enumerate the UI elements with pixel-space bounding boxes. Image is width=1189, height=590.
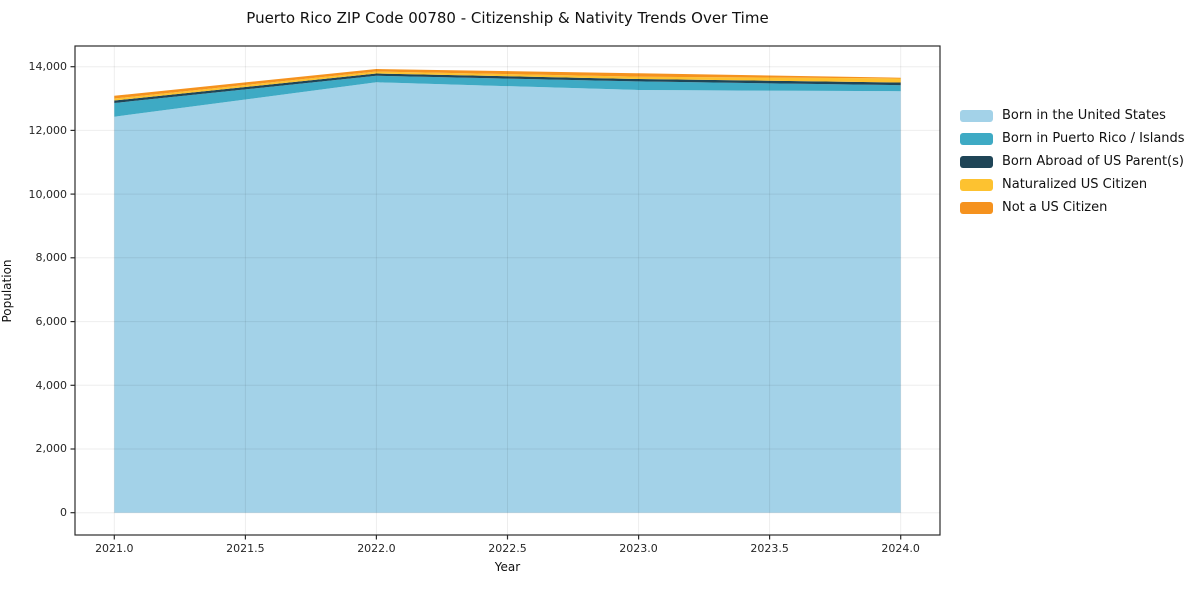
legend-item: Not a US Citizen [960,196,1185,219]
area-series-4 [114,69,901,99]
y-tick-label: 6,000 [35,315,68,329]
legend-label: Naturalized US Citizen [1002,177,1148,192]
x-tick-label: 2022.0 [357,542,396,555]
x-tick-label: 2024.0 [881,542,920,555]
area-series-1 [114,75,901,117]
legend-item: Born Abroad of US Parent(s) [960,150,1185,173]
chart-legend: Born in the United States Born in Puerto … [960,104,1185,219]
y-tick-label: 12,000 [28,123,68,137]
legend-swatch-icon [960,178,993,191]
legend-label: Born in the United States [1002,108,1166,123]
area-series-0 [114,82,901,513]
legend-swatch-icon [960,155,993,168]
y-tick-label: 0 [60,506,67,520]
y-tick-label: 4,000 [35,378,68,392]
y-tick-label: 10,000 [28,187,68,201]
chart-title: Puerto Rico ZIP Code 00780 - Citizenship… [246,9,769,27]
y-tick-label: 14,000 [28,60,68,74]
legend-label: Born in Puerto Rico / Islands [1002,131,1185,146]
legend-label: Born Abroad of US Parent(s) [1002,154,1184,169]
x-tick-label: 2021.5 [226,542,265,555]
legend-swatch-icon [960,201,993,214]
x-tick-label: 2022.5 [488,542,527,555]
legend-item: Born in the United States [960,104,1185,127]
area-series-3 [114,71,901,101]
legend-item: Naturalized US Citizen [960,173,1185,196]
x-axis-label: Year [494,560,521,574]
legend-item: Born in Puerto Rico / Islands [960,127,1185,150]
y-tick-label: 2,000 [35,442,68,456]
x-tick-label: 2023.0 [619,542,658,555]
legend-swatch-icon [960,109,993,122]
y-tick-label: 8,000 [35,251,68,265]
area-series-2 [114,73,901,103]
x-tick-label: 2021.0 [95,542,134,555]
x-tick-label: 2023.5 [750,542,789,555]
legend-swatch-icon [960,132,993,145]
legend-label: Not a US Citizen [1002,200,1108,215]
